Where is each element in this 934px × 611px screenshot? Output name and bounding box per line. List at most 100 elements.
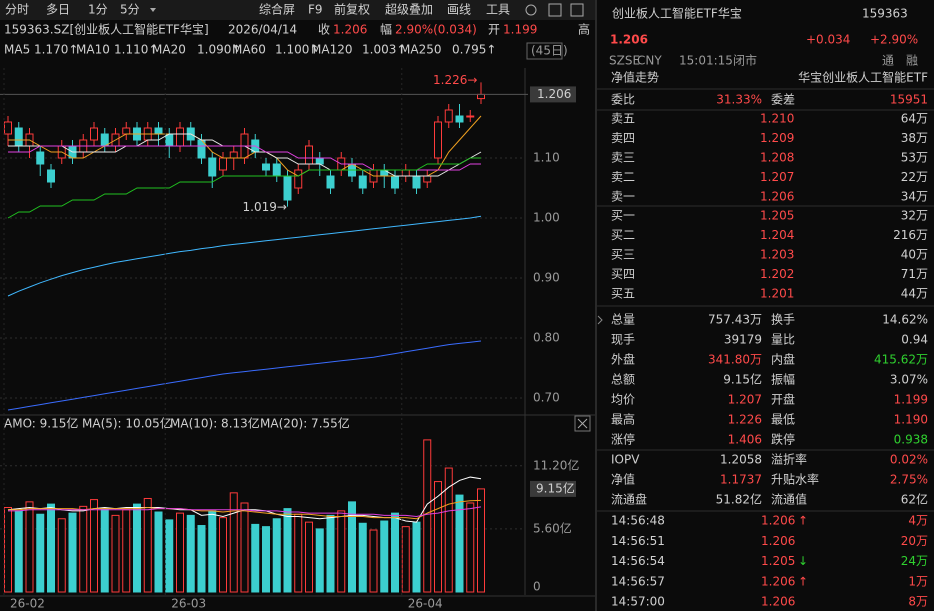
label: 1.202 bbox=[760, 267, 794, 281]
label: 40万 bbox=[901, 248, 928, 262]
label: 51.82亿 bbox=[716, 492, 762, 507]
label: 净值 bbox=[611, 472, 635, 487]
toolbar-bg bbox=[0, 0, 595, 20]
label: 1.206 bbox=[761, 514, 795, 528]
label: (45日) bbox=[531, 44, 568, 58]
label: 20万 bbox=[901, 534, 928, 548]
label: 卖三 bbox=[611, 151, 635, 165]
label: 0.70 bbox=[533, 391, 560, 405]
label: 均价 bbox=[611, 393, 635, 407]
label: 幅 bbox=[380, 22, 392, 37]
label: 22万 bbox=[901, 170, 928, 184]
tab[interactable]: 分时 bbox=[5, 3, 29, 17]
volume-bar bbox=[165, 519, 174, 593]
volume-bar bbox=[229, 492, 238, 593]
candle-body bbox=[154, 127, 163, 135]
label: 1.206 bbox=[761, 534, 795, 548]
label: 收 bbox=[318, 23, 330, 37]
tab[interactable]: 多日 bbox=[46, 3, 70, 17]
tool-button[interactable]: 前复权 bbox=[334, 2, 370, 17]
tab[interactable]: 1分 bbox=[88, 3, 108, 17]
label: 通 bbox=[882, 54, 894, 68]
label: 0.80 bbox=[533, 331, 560, 345]
volume-bar bbox=[79, 505, 88, 593]
candle-body bbox=[219, 157, 227, 171]
volume-bar bbox=[25, 501, 34, 593]
label: 涨停 bbox=[611, 432, 635, 447]
candle-body bbox=[294, 169, 303, 189]
close-button[interactable] bbox=[574, 415, 591, 432]
label: 34万 bbox=[901, 190, 928, 204]
label: 卖二 bbox=[611, 170, 635, 184]
label: ↑ bbox=[798, 514, 808, 528]
label: 买一 bbox=[611, 209, 635, 223]
candle-body bbox=[326, 175, 335, 189]
label: 1.199 bbox=[894, 393, 928, 407]
volume-bar bbox=[380, 520, 389, 593]
volume-bar bbox=[401, 526, 410, 593]
label: 1.110↑ bbox=[114, 43, 158, 57]
label: MA120 bbox=[311, 43, 352, 57]
volume-bar bbox=[133, 503, 141, 593]
candle-body bbox=[283, 175, 292, 201]
label: 1.199 bbox=[503, 23, 537, 37]
label[interactable]: 净值走势 bbox=[611, 70, 659, 85]
label: 31.33% bbox=[716, 93, 762, 107]
dropdown-icon[interactable] bbox=[150, 8, 156, 12]
window-icon[interactable] bbox=[548, 3, 562, 17]
label: 1.100↑ bbox=[275, 43, 319, 57]
label: 26-03 bbox=[171, 597, 206, 611]
candle-body bbox=[208, 157, 217, 177]
label: 卖四 bbox=[611, 131, 635, 145]
tool-button[interactable]: 画线 bbox=[447, 3, 471, 17]
volume-bar bbox=[477, 488, 485, 593]
volume-bar bbox=[283, 508, 292, 593]
label: 总量 bbox=[611, 313, 635, 327]
expand-icon[interactable] bbox=[597, 315, 603, 325]
label: +2.90% bbox=[870, 33, 918, 47]
label: MA(20): 7.55亿 bbox=[260, 416, 350, 431]
label: 买五 bbox=[611, 287, 635, 301]
candle-body bbox=[477, 93, 485, 100]
label: 64万 bbox=[901, 112, 928, 126]
volume-bar bbox=[36, 513, 45, 593]
label: 26-04 bbox=[408, 597, 443, 611]
label: 1.206 bbox=[333, 23, 367, 37]
label: 外盘 bbox=[611, 352, 635, 367]
window-icon[interactable] bbox=[570, 3, 584, 17]
volume-bar bbox=[444, 467, 453, 593]
label: 1万 bbox=[908, 574, 928, 588]
period-box[interactable] bbox=[526, 42, 563, 60]
volume-bar bbox=[423, 439, 432, 593]
label: 62亿 bbox=[901, 492, 928, 507]
label: 38万 bbox=[901, 131, 928, 145]
label: 14:56:54 bbox=[611, 554, 665, 568]
volume-bar bbox=[208, 510, 217, 593]
tool-button[interactable]: 超级叠加 bbox=[385, 2, 433, 17]
label: 1.003↑ bbox=[362, 43, 406, 57]
label: 1.226→ bbox=[433, 73, 477, 87]
label: 159363 bbox=[862, 7, 908, 21]
volume-bar bbox=[251, 523, 260, 593]
volume-bar bbox=[219, 517, 227, 593]
label: 1.207 bbox=[728, 393, 762, 407]
tool-button[interactable]: 综合屏 bbox=[259, 2, 295, 17]
candle-body bbox=[4, 121, 12, 135]
candle-body bbox=[434, 121, 442, 159]
label: 高 bbox=[578, 22, 590, 37]
label: 卖五 bbox=[611, 112, 635, 126]
label: 24万 bbox=[901, 554, 928, 568]
tool-button[interactable]: 工具 bbox=[486, 3, 510, 17]
label: 开 bbox=[488, 23, 500, 37]
label: 14:56:51 bbox=[611, 534, 665, 548]
label: 买三 bbox=[611, 248, 635, 262]
tool-button[interactable]: F9 bbox=[308, 3, 323, 17]
settings-icon[interactable] bbox=[525, 4, 537, 16]
label: 15951 bbox=[890, 93, 928, 107]
label: SZSE bbox=[609, 54, 640, 68]
label: 14:56:48 bbox=[611, 514, 665, 528]
volume-bar bbox=[412, 521, 421, 593]
label: 1.209 bbox=[760, 131, 794, 145]
tab[interactable]: 5分 bbox=[120, 3, 140, 17]
volume-bar bbox=[358, 522, 367, 593]
